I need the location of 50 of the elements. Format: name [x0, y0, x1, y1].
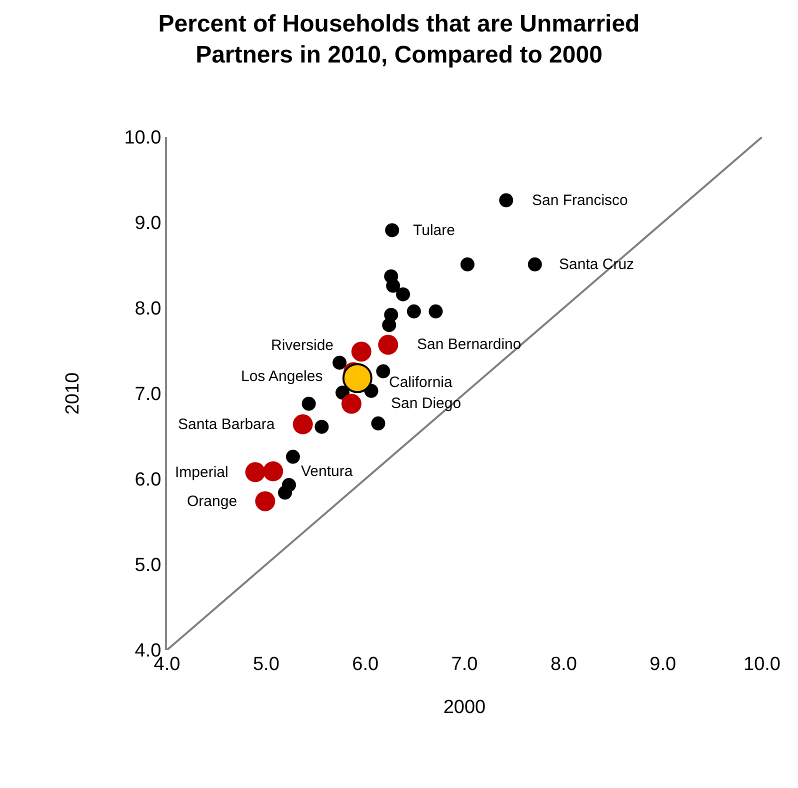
annotation: San Diego [391, 395, 462, 412]
point [255, 491, 276, 512]
x-tick-label: 10.0 [744, 654, 780, 675]
annotation: Imperial [175, 464, 228, 481]
x-tick-label: 8.0 [550, 654, 577, 675]
point [371, 416, 386, 430]
point [332, 356, 347, 370]
y-axis-title: 2010 [62, 372, 84, 415]
annotation: Los Angeles [241, 368, 323, 385]
point [499, 193, 514, 208]
x-tick-label: 5.0 [252, 654, 280, 675]
y-tick-label: 10.0 [124, 128, 162, 149]
annotation: Ventura [301, 463, 354, 480]
point [396, 287, 410, 302]
point [314, 420, 329, 434]
point [245, 462, 266, 482]
point [378, 334, 398, 355]
point [263, 461, 284, 482]
annotation: Santa Barbara [178, 416, 276, 433]
annotation: Santa Cruz [559, 256, 634, 273]
x-axis-title: 2000 [443, 696, 486, 718]
point [302, 396, 316, 411]
chart-title: Percent of Households that are Unmarried Partners in 2010, Compared to 2000 [158, 10, 640, 69]
y-tick-label: 9.0 [134, 213, 162, 234]
point [351, 342, 372, 362]
point [385, 223, 400, 238]
point [428, 304, 443, 318]
y-tick-label: 6.0 [134, 470, 162, 491]
x-tick-label: 6.0 [352, 654, 379, 675]
annotation: Tulare [413, 222, 455, 239]
annotation: San Francisco [532, 192, 628, 209]
point [382, 318, 396, 332]
x-tick-label: 9.0 [650, 654, 676, 675]
y-tick-label: 7.0 [134, 384, 162, 406]
annotation: California [389, 374, 454, 391]
annotation: Orange [187, 493, 238, 510]
point [278, 486, 292, 500]
point [386, 278, 400, 293]
x-tick-label: 7.0 [451, 654, 478, 675]
y-tick-label: 8.0 [134, 298, 162, 320]
point [406, 304, 421, 318]
point [528, 257, 542, 272]
point [341, 394, 362, 414]
point [376, 364, 390, 378]
point [286, 450, 300, 464]
y-tick-label: 5.0 [134, 555, 162, 576]
point [292, 414, 313, 434]
point [460, 257, 474, 272]
annotation: Riverside [271, 337, 334, 354]
annotation: San Bernardino [417, 336, 522, 353]
